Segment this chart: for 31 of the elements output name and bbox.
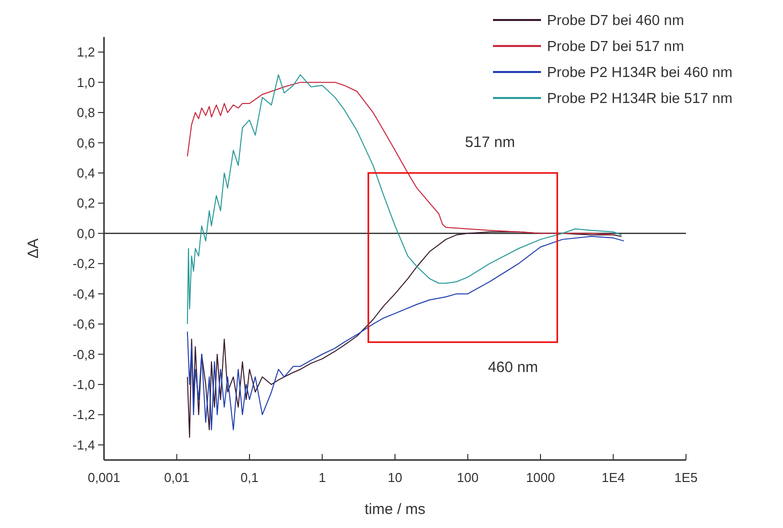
y-tick-label: -1,2 [72, 407, 95, 422]
x-tick-label: 10 [388, 470, 402, 485]
x-tick-label: 0,1 [240, 470, 259, 485]
y-tick-label: 0,2 [76, 196, 95, 211]
x-tick-label: 0,01 [164, 470, 190, 485]
x-tick-label: 1000 [526, 470, 555, 485]
x-tick-label: 0,001 [88, 470, 120, 485]
y-tick-label: 0,0 [76, 226, 95, 241]
x-tick-label: 100 [456, 470, 479, 485]
y-tick-label: 1,0 [76, 74, 95, 90]
legend-label: Probe D7 bei 517 nm [547, 39, 684, 55]
x-tick-label: 1 [318, 470, 326, 485]
y-axis-title: ΔA [25, 238, 42, 259]
y-tick-label: -1,0 [72, 376, 95, 392]
y-tick-label: -0,6 [72, 316, 95, 332]
y-tick-label: -0,4 [72, 286, 95, 302]
y-tick-label: -0,2 [72, 256, 95, 272]
x-axis-title: time / ms [364, 501, 426, 518]
legend-label: Probe D7 bei 460 nm [547, 13, 684, 29]
y-tick-label: 1,2 [76, 44, 95, 60]
y-tick-label: 0,8 [76, 105, 95, 120]
y-tick-label: 0,4 [76, 165, 95, 180]
x-tick-label: 1E5 [674, 470, 698, 485]
annotation: 460 nm [488, 358, 538, 376]
x-tick-label: 1E4 [602, 470, 625, 485]
y-tick-label: -0,8 [72, 346, 95, 362]
annotation: 517 nm [464, 134, 516, 151]
legend-label: Probe P2 H134R bei 460 nm [547, 65, 732, 81]
y-tick-label: -1,4 [72, 437, 95, 452]
y-tick-label: 0,6 [76, 135, 95, 150]
legend-label: Probe P2 H134R bie 517 nm [547, 91, 732, 107]
